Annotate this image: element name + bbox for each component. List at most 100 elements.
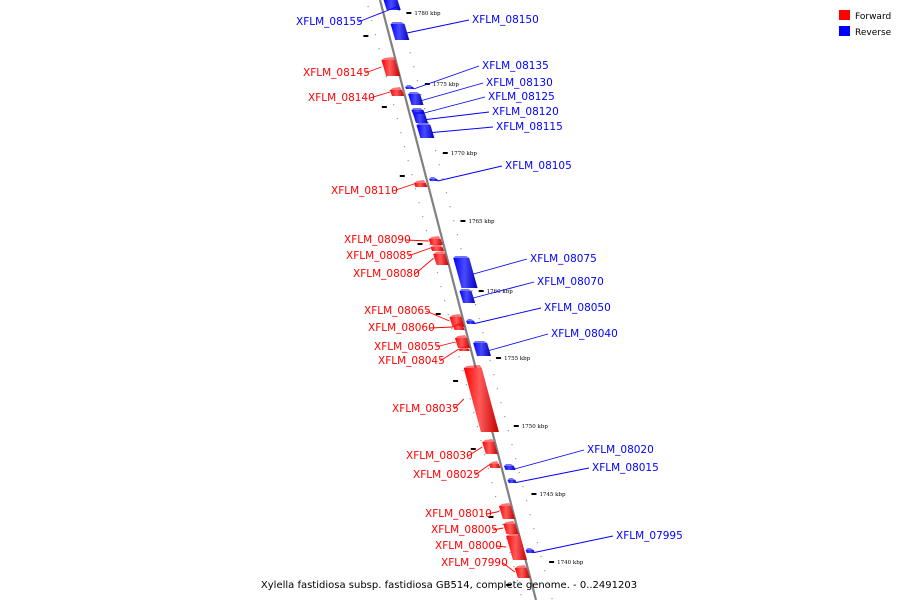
gene-label-xflm_07995[interactable]: XFLM_07995 xyxy=(616,530,683,542)
gene-block-xflm_08055[interactable] xyxy=(454,338,471,348)
gene-label-xflm_08115[interactable]: XFLM_08115 xyxy=(496,121,563,133)
gene-label-xflm_08155[interactable]: XFLM_08155 xyxy=(296,16,363,28)
gene-block-xflm_08075[interactable] xyxy=(453,258,478,288)
tick-mark xyxy=(470,448,476,450)
gene-top-face xyxy=(482,439,495,442)
tick-mark xyxy=(417,243,423,245)
gene-label-xflm_08140[interactable]: XFLM_08140 xyxy=(308,92,375,104)
scale-dot xyxy=(393,104,395,106)
gene-label-xflm_08120[interactable]: XFLM_08120 xyxy=(492,106,559,118)
gene-block-xflm_08105[interactable] xyxy=(429,179,439,181)
gene-label-xflm_08010[interactable]: XFLM_08010 xyxy=(425,508,492,520)
tick-mark xyxy=(460,220,466,222)
gene-block-xflm_08150[interactable] xyxy=(390,24,410,40)
gene-label-xflm_07990[interactable]: XFLM_07990 xyxy=(441,557,508,569)
scale-dot xyxy=(398,10,400,12)
gene-top-face xyxy=(411,108,424,110)
gene-block-xflm_08040[interactable] xyxy=(473,343,492,356)
scale-dot xyxy=(533,528,535,530)
gene-block-xflm_08015[interactable] xyxy=(507,480,517,483)
gene-label-xflm_08090[interactable]: XFLM_08090 xyxy=(344,234,411,246)
gene-block-xflm_08070[interactable] xyxy=(459,291,476,303)
gene-block-xflm_08085[interactable] xyxy=(430,247,445,251)
tick-label: 1740 kbp xyxy=(557,560,584,566)
gene-block-xflm_08145[interactable] xyxy=(381,60,401,76)
gene-block-xflm_08005[interactable] xyxy=(503,524,519,534)
scale-dot xyxy=(482,332,484,334)
scale-dot xyxy=(396,118,398,120)
gene-top-face xyxy=(498,503,511,506)
gene-block-xflm_08010[interactable] xyxy=(498,506,515,519)
gene-block-xflm_08035[interactable] xyxy=(463,368,499,432)
gene-label-xflm_08145[interactable]: XFLM_08145 xyxy=(303,67,370,79)
gene-label-xflm_08105[interactable]: XFLM_08105 xyxy=(505,160,572,172)
gene-top-face xyxy=(473,341,488,343)
gene-label-xflm_08135[interactable]: XFLM_08135 xyxy=(482,60,549,72)
gene-label-xflm_08005[interactable]: XFLM_08005 xyxy=(431,524,498,536)
gene-leader-line xyxy=(473,281,535,299)
scale-dot xyxy=(456,234,458,236)
gene-top-face xyxy=(389,87,402,90)
gene-block-xflm_08025[interactable] xyxy=(488,464,501,468)
gene-label-xflm_08070[interactable]: XFLM_08070 xyxy=(537,276,604,288)
gene-block-xflm_08110[interactable] xyxy=(413,183,428,187)
scale-dot xyxy=(429,244,431,246)
gene-leader-line xyxy=(369,91,391,99)
gene-label-xflm_08075[interactable]: XFLM_08075 xyxy=(530,253,597,265)
gene-label-xflm_08060[interactable]: XFLM_08060 xyxy=(368,322,435,334)
gene-block-xflm_08140[interactable] xyxy=(389,90,404,96)
gene-top-face xyxy=(390,22,405,24)
gene-block-xflm_07990[interactable] xyxy=(514,568,530,578)
gene-block-xflm_08080[interactable] xyxy=(433,254,449,265)
gene-label-xflm_08030[interactable]: XFLM_08030 xyxy=(406,450,473,462)
gene-block-xflm_08130[interactable] xyxy=(408,94,424,105)
scale-dot xyxy=(407,160,409,162)
gene-top-face xyxy=(503,464,514,466)
gene-label-xflm_08000[interactable]: XFLM_08000 xyxy=(435,540,502,552)
gene-label-xflm_08055[interactable]: XFLM_08055 xyxy=(374,341,441,353)
gene-label-xflm_08040[interactable]: XFLM_08040 xyxy=(551,328,618,340)
scale-dot xyxy=(436,272,438,274)
tick-mark xyxy=(453,380,459,382)
gene-leader-line xyxy=(474,464,490,476)
gene-label-xflm_08110[interactable]: XFLM_08110 xyxy=(331,185,398,197)
gene-block-xflm_08000[interactable] xyxy=(506,536,527,560)
tick-mark xyxy=(442,152,448,154)
gene-label-xflm_08035[interactable]: XFLM_08035 xyxy=(392,403,459,415)
scale-dot xyxy=(444,300,446,302)
scale-dot xyxy=(489,360,491,362)
gene-block-xflm_07995[interactable] xyxy=(525,550,535,553)
scale-dot xyxy=(475,304,477,306)
gene-label-xflm_08080[interactable]: XFLM_08080 xyxy=(353,268,420,280)
gene-block-xflm_08120[interactable] xyxy=(413,114,428,123)
tick-label: 1760 kbp xyxy=(487,289,514,295)
gene-label-xflm_08085[interactable]: XFLM_08085 xyxy=(346,250,413,262)
scale-dot xyxy=(529,514,531,516)
gene-block-xflm_08030[interactable] xyxy=(482,442,498,454)
scale-dot xyxy=(425,230,427,232)
gene-leader-line xyxy=(413,65,480,90)
gene-label-xflm_08015[interactable]: XFLM_08015 xyxy=(592,462,659,474)
gene-block-xflm_08060[interactable] xyxy=(453,326,465,330)
gene-label-xflm_08065[interactable]: XFLM_08065 xyxy=(364,305,431,317)
gene-label-xflm_08025[interactable]: XFLM_08025 xyxy=(413,469,480,481)
gene-block-xflm_08020[interactable] xyxy=(503,466,516,470)
gene-label-xflm_08045[interactable]: XFLM_08045 xyxy=(378,355,445,367)
gene-block-xflm_08090[interactable] xyxy=(428,239,443,245)
gene-label-xflm_08125[interactable]: XFLM_08125 xyxy=(488,91,555,103)
gene-label-xflm_08020[interactable]: XFLM_08020 xyxy=(587,444,654,456)
gene-label-xflm_08130[interactable]: XFLM_08130 xyxy=(486,77,553,89)
gene-block-xflm_08050[interactable] xyxy=(466,321,476,324)
gene-block-xflm_08045[interactable] xyxy=(458,349,470,351)
scale-dot xyxy=(445,192,448,194)
gene-leader-line xyxy=(502,562,515,573)
scale-dot xyxy=(504,416,506,418)
gene-label-xflm_08150[interactable]: XFLM_08150 xyxy=(472,14,539,26)
gene-leader-line xyxy=(435,341,456,348)
gene-block-xflm_08135[interactable] xyxy=(405,87,415,89)
gene-leader-line xyxy=(405,239,429,242)
scale-dot xyxy=(494,496,497,498)
gene-label-xflm_08050[interactable]: XFLM_08050 xyxy=(544,302,611,314)
gene-block-xflm_08115[interactable] xyxy=(416,125,435,138)
